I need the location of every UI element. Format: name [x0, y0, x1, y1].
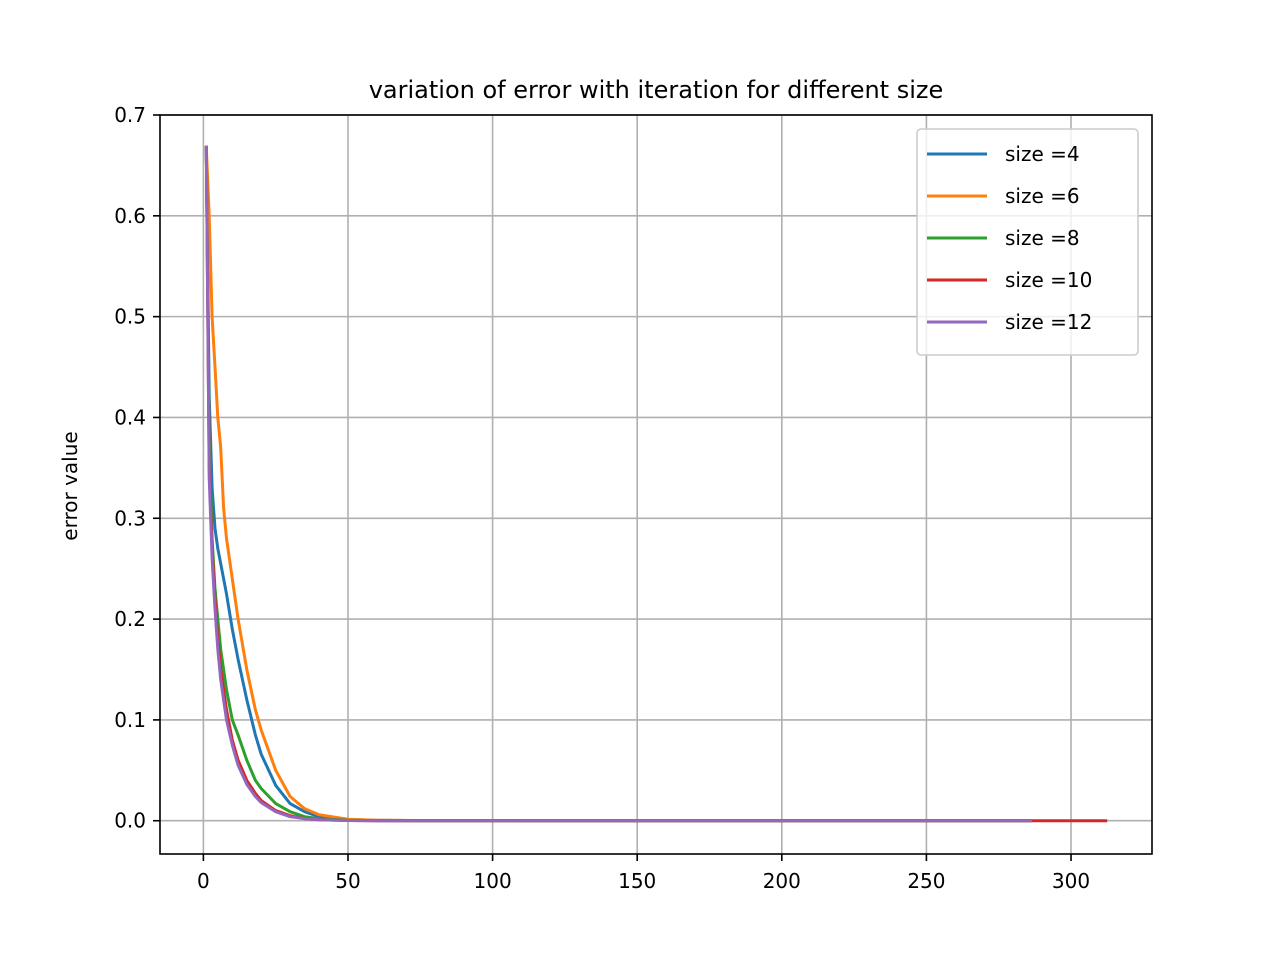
x-tick-label: 200: [763, 869, 801, 893]
y-axis-label: error value: [58, 431, 82, 540]
y-tick-label: 0.5: [114, 305, 146, 329]
y-tick-label: 0.3: [114, 506, 146, 530]
x-tick-label: 150: [618, 869, 656, 893]
legend-label: size =10: [1005, 268, 1092, 292]
legend-label: size =8: [1005, 226, 1080, 250]
legend: size =4 size =6 size =8 size =10 size =12: [916, 128, 1139, 356]
axis-ticks: 0 50 100 150 200 250 300 0.0 0.1 0.2 0.3 0.4 0.5 0.6 0…: [114, 103, 1090, 893]
x-tick-label: 250: [907, 869, 945, 893]
y-tick-label: 0.4: [114, 405, 146, 429]
chart-title: variation of error with iteration for di…: [369, 76, 944, 104]
legend-label: size =4: [1005, 142, 1080, 166]
x-tick-label: 300: [1052, 869, 1090, 893]
series-group: [204, 145, 1108, 823]
y-tick-label: 0.6: [114, 204, 146, 228]
plot-area-frame: [159, 114, 1153, 855]
series-line-5: [204, 145, 1032, 823]
y-tick-label: 0.2: [114, 607, 146, 631]
y-tick-label: 0.1: [114, 708, 146, 732]
legend-label: size =6: [1005, 184, 1080, 208]
legend-box: [916, 128, 1139, 356]
y-tick-label: 0.0: [114, 809, 146, 833]
x-tick-label: 100: [474, 869, 512, 893]
y-tick-label: 0.7: [114, 103, 146, 127]
x-tick-label: 0: [197, 869, 210, 893]
x-tick-label: 50: [335, 869, 360, 893]
legend-label: size =12: [1005, 310, 1092, 334]
